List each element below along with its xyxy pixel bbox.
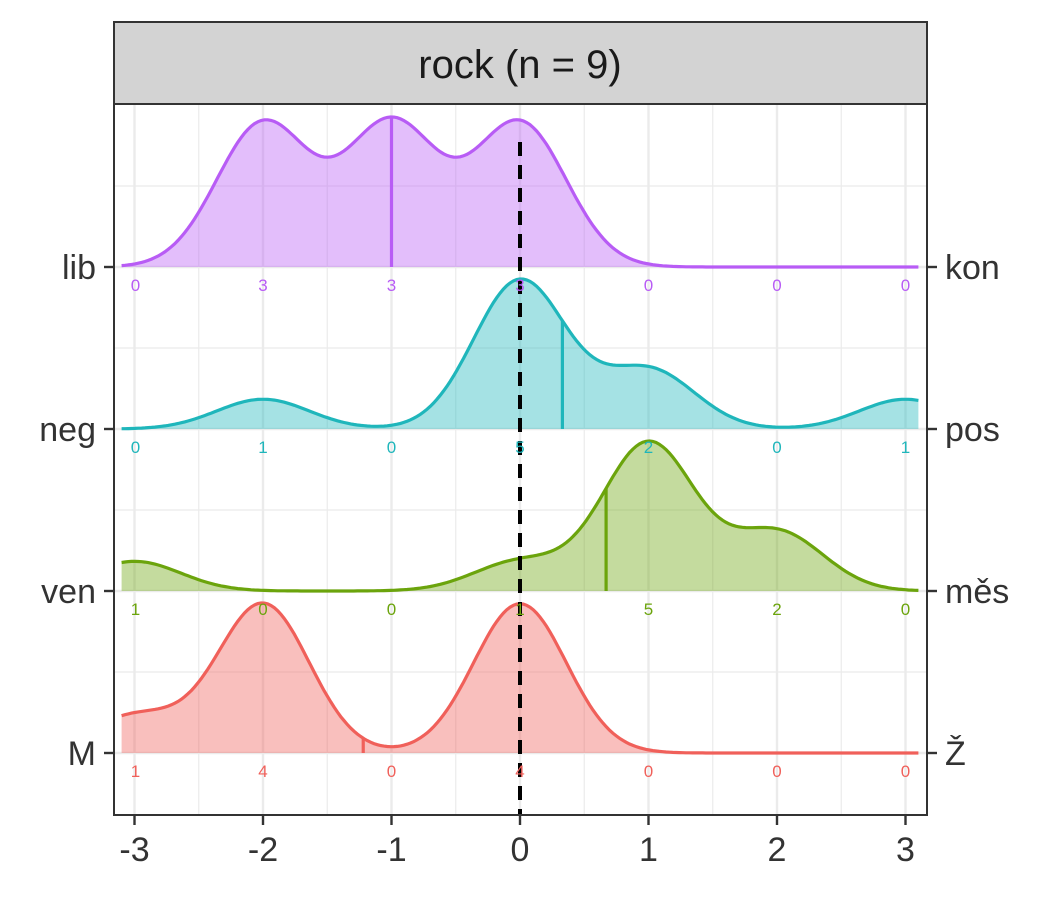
- count-label: 0: [644, 762, 653, 781]
- count-label: 5: [644, 600, 653, 619]
- count-label: 3: [258, 276, 267, 295]
- count-label: 1: [258, 438, 267, 457]
- panel-title: rock (n = 9): [418, 43, 621, 87]
- x-tick-label: -1: [376, 831, 406, 869]
- x-tick-label: 0: [511, 831, 530, 869]
- count-label: 0: [772, 762, 781, 781]
- y-label-right: měs: [945, 573, 1009, 611]
- ridge-outline: [121, 277, 919, 431]
- count-label: 2: [644, 438, 653, 457]
- count-label: 3: [387, 276, 396, 295]
- count-label: 1: [901, 438, 910, 457]
- count-label: 0: [644, 276, 653, 295]
- count-label: 0: [901, 276, 910, 295]
- strip-background: [113, 21, 928, 105]
- count-label: 4: [515, 762, 524, 781]
- count-label: 1: [515, 600, 524, 619]
- y-label-right: pos: [945, 411, 1000, 449]
- count-label: 0: [387, 762, 396, 781]
- ridge-fill: [121, 441, 919, 591]
- count-labels: 0 3 3 3 0 0 0 0 1 0 5 2 0 1 1 0 0 1 5 2 0 1 4 0 4 0 0 0: [131, 276, 910, 781]
- y-label-left: M: [68, 735, 96, 773]
- y-label-left: lib: [62, 249, 96, 287]
- count-label: 0: [387, 438, 396, 457]
- x-tick-label: 2: [768, 831, 787, 869]
- count-label: 0: [772, 276, 781, 295]
- x-axis: -3 -2 -1 0 1 2 3: [119, 815, 915, 869]
- x-tick-label: -2: [248, 831, 278, 869]
- count-label: 0: [901, 600, 910, 619]
- count-label: 0: [131, 438, 140, 457]
- y-label-right: Ž: [945, 735, 966, 773]
- count-label: 0: [387, 600, 396, 619]
- x-tick-label: 3: [896, 831, 915, 869]
- count-label: 0: [772, 438, 781, 457]
- y-label-right: kon: [945, 249, 1000, 287]
- x-tick-label: -3: [119, 831, 149, 869]
- ridge-outline: [121, 115, 919, 269]
- y-label-left: neg: [39, 411, 96, 449]
- count-label: 3: [515, 276, 524, 295]
- count-label: 0: [258, 600, 267, 619]
- count-label: 1: [131, 762, 140, 781]
- count-label: 5: [515, 438, 524, 457]
- count-label: 0: [131, 276, 140, 295]
- count-label: 0: [901, 762, 910, 781]
- y-label-left: ven: [41, 573, 96, 611]
- x-tick-label: 1: [639, 831, 658, 869]
- y-axis-left: lib neg ven M: [39, 249, 114, 773]
- count-label: 4: [258, 762, 267, 781]
- count-label: 2: [772, 600, 781, 619]
- count-label: 1: [131, 600, 140, 619]
- y-axis-right: kon pos měs Ž: [927, 249, 1009, 773]
